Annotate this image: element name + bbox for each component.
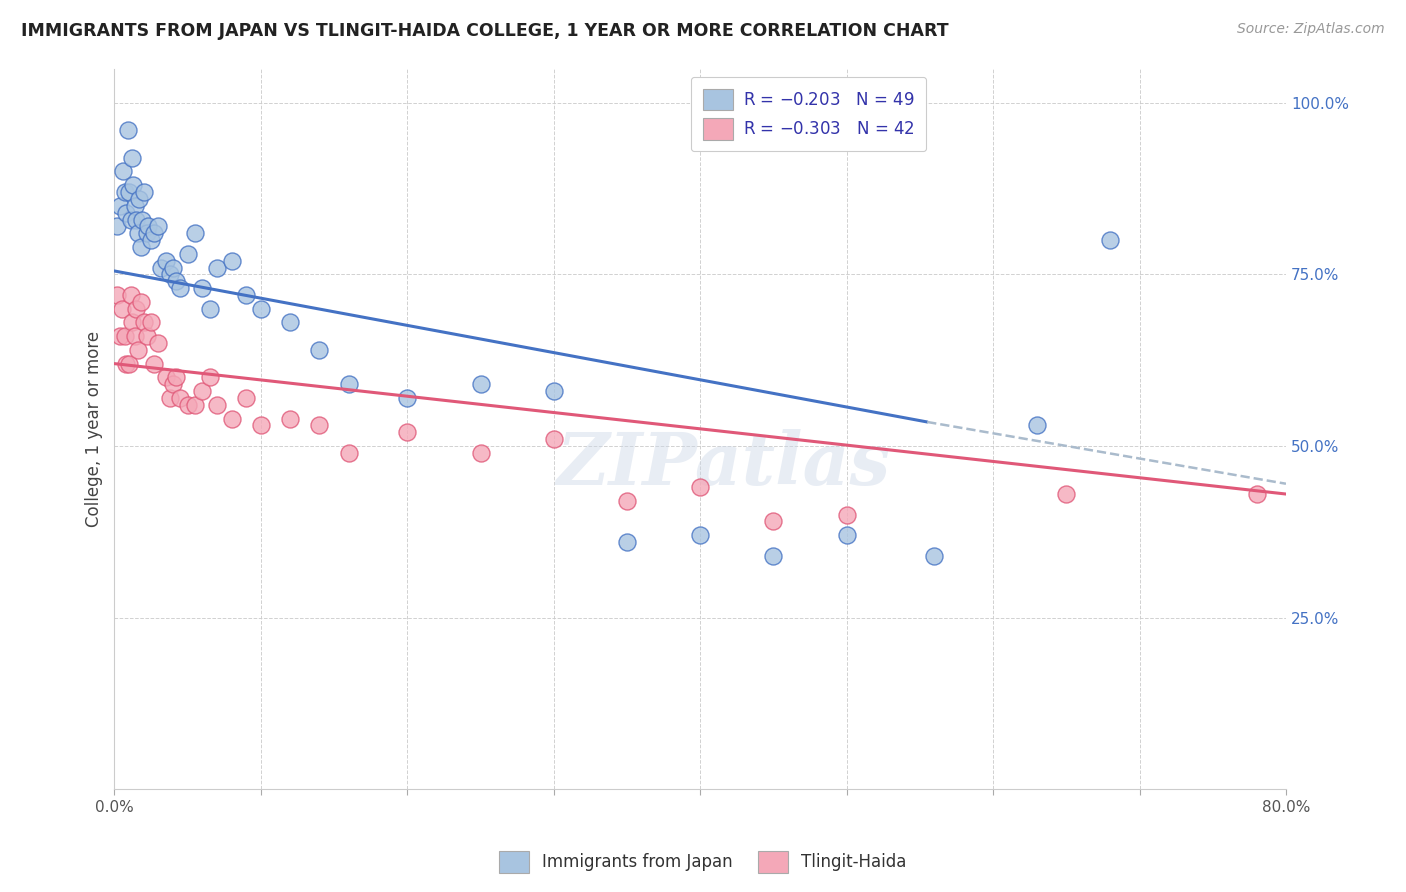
Point — [176, 398, 198, 412]
Point — [159, 268, 181, 282]
Point — [337, 377, 360, 392]
Point — [148, 336, 170, 351]
Point — [250, 418, 273, 433]
Point — [205, 260, 228, 275]
Point — [176, 247, 198, 261]
Point — [616, 535, 638, 549]
Point — [162, 260, 184, 275]
Point — [111, 301, 134, 316]
Point — [1026, 418, 1049, 433]
Point — [689, 480, 711, 494]
Point — [198, 301, 221, 316]
Point — [148, 219, 170, 234]
Point — [278, 315, 301, 329]
Point — [250, 301, 273, 316]
Legend: Immigrants from Japan, Tlingit-Haida: Immigrants from Japan, Tlingit-Haida — [492, 845, 914, 880]
Point — [105, 288, 128, 302]
Point — [191, 281, 214, 295]
Point — [221, 253, 243, 268]
Point — [396, 391, 419, 405]
Point — [1246, 487, 1268, 501]
Point — [125, 212, 148, 227]
Point — [616, 494, 638, 508]
Point — [162, 377, 184, 392]
Point — [125, 301, 148, 316]
Point — [129, 294, 152, 309]
Point — [470, 377, 492, 392]
Point — [159, 391, 181, 405]
Text: ZIPatlas: ZIPatlas — [557, 429, 890, 500]
Point — [129, 240, 152, 254]
Point — [543, 432, 565, 446]
Point — [762, 515, 785, 529]
Point — [131, 212, 153, 227]
Legend: R = $-$0.203   N = 49, R = $-$0.303   N = 42: R = $-$0.203 N = 49, R = $-$0.303 N = 42 — [690, 77, 927, 152]
Point — [124, 329, 146, 343]
Point — [120, 288, 142, 302]
Point — [198, 370, 221, 384]
Point — [139, 315, 162, 329]
Point — [184, 398, 207, 412]
Point — [835, 528, 858, 542]
Point — [110, 329, 132, 343]
Point — [165, 370, 187, 384]
Point — [235, 288, 257, 302]
Point — [105, 219, 128, 234]
Point — [470, 446, 492, 460]
Point — [115, 205, 138, 219]
Point — [121, 151, 143, 165]
Point — [114, 185, 136, 199]
Point — [127, 226, 149, 240]
Point — [165, 274, 187, 288]
Point — [135, 329, 157, 343]
Point — [396, 425, 419, 440]
Point — [221, 411, 243, 425]
Point — [278, 411, 301, 425]
Point — [689, 528, 711, 542]
Point — [762, 549, 785, 563]
Point — [835, 508, 858, 522]
Point — [110, 199, 132, 213]
Point — [543, 384, 565, 398]
Point — [118, 185, 141, 199]
Point — [122, 178, 145, 193]
Point — [184, 226, 207, 240]
Point — [191, 384, 214, 398]
Point — [150, 260, 173, 275]
Point — [118, 357, 141, 371]
Point — [205, 398, 228, 412]
Point — [128, 192, 150, 206]
Point — [142, 357, 165, 371]
Point — [132, 185, 155, 199]
Point — [112, 164, 135, 178]
Point — [337, 446, 360, 460]
Point — [1099, 233, 1122, 247]
Point — [308, 343, 330, 357]
Point — [169, 281, 191, 295]
Point — [121, 315, 143, 329]
Point — [139, 233, 162, 247]
Point — [136, 219, 159, 234]
Point — [115, 357, 138, 371]
Point — [127, 343, 149, 357]
Point — [114, 329, 136, 343]
Point — [169, 391, 191, 405]
Text: IMMIGRANTS FROM JAPAN VS TLINGIT-HAIDA COLLEGE, 1 YEAR OR MORE CORRELATION CHART: IMMIGRANTS FROM JAPAN VS TLINGIT-HAIDA C… — [21, 22, 949, 40]
Y-axis label: College, 1 year or more: College, 1 year or more — [86, 331, 103, 527]
Point — [124, 199, 146, 213]
Point — [155, 370, 177, 384]
Point — [235, 391, 257, 405]
Point — [308, 418, 330, 433]
Point — [1054, 487, 1077, 501]
Point — [155, 253, 177, 268]
Point — [135, 226, 157, 240]
Point — [132, 315, 155, 329]
Point — [117, 123, 139, 137]
Point — [142, 226, 165, 240]
Point — [924, 549, 946, 563]
Text: Source: ZipAtlas.com: Source: ZipAtlas.com — [1237, 22, 1385, 37]
Point — [120, 212, 142, 227]
